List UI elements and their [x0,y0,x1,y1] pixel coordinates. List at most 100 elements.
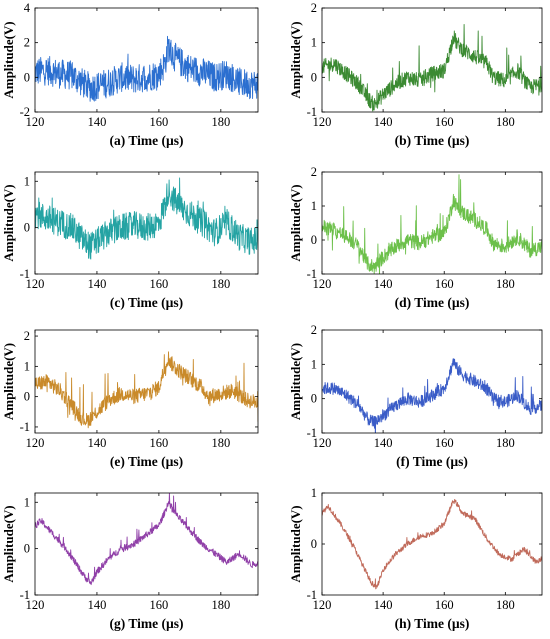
y-tick-label: 1 [24,174,30,188]
x-axis-label: (h) Time (µs) [395,616,470,631]
y-axis-label: Amplitude(V) [288,21,303,98]
y-axis-label: Amplitude(V) [1,21,16,98]
x-tick-label: 140 [374,115,393,129]
signal-trace-0 [35,35,258,102]
y-tick-label: 2 [311,323,317,337]
y-tick-label: 1 [24,359,30,373]
x-axis-label: (g) Time (µs) [109,616,183,631]
x-axis-label: (a) Time (µs) [109,133,183,148]
y-axis-label: Amplitude(V) [1,343,16,420]
subplot-f: 120 140 160 180 -1 0 1 2 Amplitude(V) (f) Time (µ… [288,323,543,469]
x-axis-label: (b) Time (µs) [395,133,470,148]
y-tick-label: -1 [307,105,317,119]
y-tick-label: 2 [311,165,317,179]
x-tick-label: 140 [88,598,107,612]
x-tick-label: 160 [150,436,169,450]
axes-frame [34,492,259,596]
subplot-g: 120 140 160 180 -1 0 1 Amplitude(V) (g) Time (µs… [1,492,259,631]
signal-trace-0 [322,358,542,433]
x-tick-label: 120 [313,436,332,450]
subplot-b: 120 140 160 180 -1 0 1 2 Amplitude(V) (b) Time (µ… [288,1,543,148]
axes-frame [34,7,259,113]
y-axis-label: Amplitude(V) [288,505,303,582]
y-tick-label: -1 [20,420,30,434]
x-tick-label: 180 [496,436,515,450]
y-tick-label: -1 [20,267,30,281]
y-tick-label: 0 [311,70,317,84]
axes-frame [321,7,543,113]
x-tick-label: 160 [435,436,454,450]
y-tick-label: 2 [24,36,30,50]
x-axis-label: (f) Time (µs) [396,454,468,469]
x-tick-label: 160 [435,598,454,612]
y-tick-label: 0 [311,392,317,406]
y-axis-label: Amplitude(V) [288,343,303,420]
y-tick-label: -1 [307,588,317,602]
y-tick-label: -1 [307,267,317,281]
x-tick-label: 120 [26,277,45,291]
subplot-c: 120 140 160 180 -1 0 1 Amplitude(V) (c) Time (µs… [1,171,259,310]
axes-frame [34,171,259,275]
subplot-d: 120 140 160 180 -1 0 1 2 Amplitude(V) (d) Time (µ… [288,165,543,310]
y-tick-label: 0 [24,70,30,84]
y-tick-label: 2 [311,1,317,15]
x-axis-label: (d) Time (µs) [395,295,470,310]
axes-frame [321,171,543,275]
x-tick-label: 180 [496,115,515,129]
y-tick-label: 1 [311,486,317,500]
axes-frame [34,329,259,434]
subplot-h: 120 140 160 180 -1 0 1 Amplitude(V) (h) Time (µs… [288,486,543,631]
y-tick-label: 0 [24,390,30,404]
y-tick-label: 1 [311,36,317,50]
y-tick-label: 4 [24,1,31,15]
y-tick-label: 0 [311,233,317,247]
y-tick-label: -1 [20,588,30,602]
subplot-a: 120 140 160 180 -2 0 2 4 Amplitude(V) (a) Time (µ… [1,1,259,148]
signal-trace-0 [322,174,542,274]
x-tick-label: 120 [26,598,45,612]
x-tick-label: 180 [496,277,515,291]
signal-trace-0 [35,177,258,260]
y-tick-label: 2 [24,329,30,343]
y-tick-label: 0 [24,542,30,556]
x-tick-label: 120 [26,436,45,450]
y-tick-label: 1 [311,199,317,213]
x-tick-label: 140 [374,277,393,291]
x-tick-label: 120 [313,277,332,291]
y-tick-label: 1 [311,357,317,371]
x-tick-label: 140 [88,436,107,450]
y-axis-label: Amplitude(V) [288,184,303,261]
x-tick-label: 140 [88,277,107,291]
x-tick-label: 180 [211,115,230,129]
y-tick-label: -2 [20,105,30,119]
x-tick-label: 180 [211,598,230,612]
x-tick-label: 160 [150,598,169,612]
x-tick-label: 180 [211,436,230,450]
signal-trace-0 [322,24,542,112]
x-tick-label: 160 [150,277,169,291]
x-tick-label: 120 [313,598,332,612]
y-tick-label: -1 [307,426,317,440]
x-tick-label: 160 [435,115,454,129]
x-tick-label: 140 [88,115,107,129]
y-axis-label: Amplitude(V) [1,184,16,261]
x-axis-label: (c) Time (µs) [110,295,183,310]
y-axis-label: Amplitude(V) [1,505,16,582]
x-tick-label: 120 [313,115,332,129]
x-tick-label: 140 [374,598,393,612]
x-tick-label: 160 [435,277,454,291]
y-tick-label: 0 [311,537,317,551]
x-tick-label: 180 [211,277,230,291]
axes-frame [321,329,543,434]
y-tick-label: 0 [24,221,30,235]
signal-trace-0 [35,351,258,429]
x-tick-label: 140 [374,436,393,450]
x-tick-label: 120 [26,115,45,129]
x-axis-label: (e) Time (µs) [110,454,183,469]
x-tick-label: 160 [150,115,169,129]
signal-trace-0 [322,498,542,590]
subplot-e: 120 140 160 180 -1 0 1 2 Amplitude(V) (e) Time (µ… [1,329,259,469]
signal-trace-0 [35,493,258,586]
y-tick-label: 1 [24,495,30,509]
